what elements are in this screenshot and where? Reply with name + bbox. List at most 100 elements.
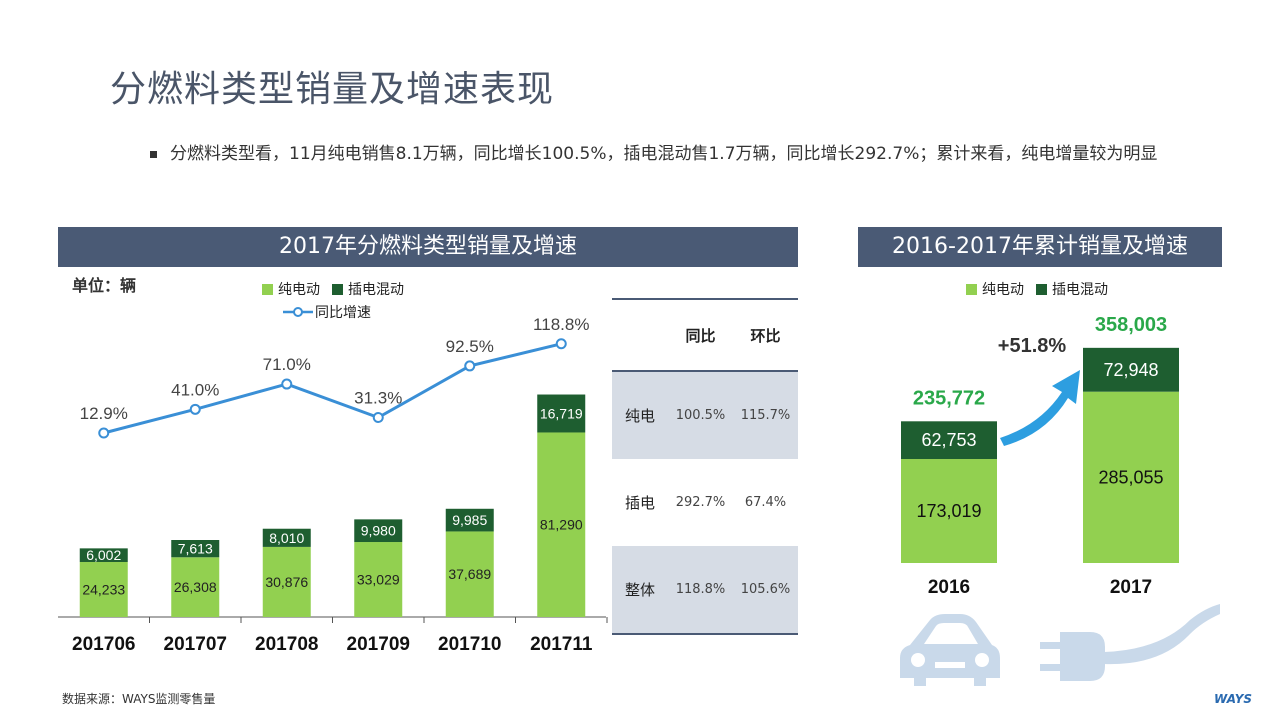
total-value-label: 235,772 (913, 387, 985, 409)
table-row: 整体 118.8% 105.6% (612, 546, 798, 635)
x-tick-label: 201710 (438, 634, 501, 655)
page-title: 分燃料类型销量及增速表现 (110, 69, 555, 110)
phev-value-label: 9,980 (361, 523, 396, 539)
bev-swatch-icon (966, 283, 977, 295)
right-panel-header: 2016-2017年累计销量及增速 (858, 227, 1222, 267)
left-panel-header: 2017年分燃料类型销量及增速 (58, 227, 798, 267)
phev-value-label: 6,002 (86, 547, 121, 563)
x-tick-label: 201711 (530, 634, 593, 655)
growth-rate-label: +51.8% (998, 335, 1067, 357)
yoy-value-label: 41.0% (171, 380, 219, 399)
phev-swatch-icon (332, 283, 343, 295)
growth-arrow-icon (1000, 370, 1080, 446)
phev-bar (262, 528, 311, 547)
x-tick-label: 2016 (928, 577, 970, 598)
bev-swatch-icon (262, 283, 273, 295)
bev-bar (901, 459, 997, 563)
x-tick-label: 201706 (72, 634, 135, 655)
row-yoy: 118.8% (675, 582, 726, 597)
legend-line-label: 同比增速 (315, 305, 371, 321)
phev-bar (901, 421, 997, 460)
bev-value-label: 81,290 (540, 517, 583, 533)
bev-bar (537, 432, 586, 617)
phev-bar (354, 519, 403, 543)
data-source-note: 数据来源：WAYS监测零售量 (62, 692, 216, 706)
ways-logo: WAYS (1214, 692, 1253, 706)
row-label: 整体 (624, 581, 655, 599)
bev-bar (262, 546, 311, 617)
x-tick-label: 201708 (255, 634, 318, 655)
yoy-point (372, 411, 384, 423)
yoy-value-label: 92.5% (446, 337, 494, 356)
legend-bev-label: 纯电动 (278, 282, 320, 298)
phev-value-label: 16,719 (540, 405, 583, 421)
total-value-label: 358,003 (1095, 314, 1167, 336)
phev-value-label: 9,985 (452, 512, 487, 528)
row-label: 插电 (624, 494, 655, 512)
yoy-point (281, 378, 293, 390)
x-tick-label: 201707 (164, 634, 227, 655)
legend-bev: 纯电动 (966, 279, 1024, 299)
phev-value-label: 72,948 (1103, 360, 1158, 380)
bev-value-label: 33,029 (357, 572, 400, 588)
phev-bar (1083, 347, 1179, 392)
phev-swatch-icon (1036, 283, 1047, 295)
row-yoy: 100.5% (675, 408, 726, 423)
table-header: 同比 环比 (612, 298, 798, 372)
yoy-point (555, 338, 567, 350)
unit-label: 单位：辆 (72, 276, 137, 295)
phev-bar (537, 394, 586, 433)
row-yoy: 292.7% (675, 495, 726, 510)
row-label: 纯电 (624, 407, 655, 425)
ev-decoration (900, 604, 1220, 686)
line-marker-icon (283, 307, 313, 317)
yoy-point (189, 403, 201, 415)
left-legend: 纯电动 插电混动 (262, 279, 416, 299)
legend-phev-label: 插电混动 (348, 282, 404, 298)
bev-value-label: 26,308 (174, 579, 217, 595)
bev-value-label: 30,876 (265, 574, 308, 590)
legend-phev-label: 插电混动 (1052, 282, 1108, 298)
line-legend: 同比增速 (283, 302, 371, 322)
table-header-mom: 环比 (750, 326, 781, 345)
bev-bar (354, 542, 403, 617)
phev-value-label: 7,613 (178, 541, 213, 557)
legend-bev-label: 纯电动 (982, 282, 1024, 298)
phev-bar (171, 539, 220, 558)
legend-phev: 插电混动 (1036, 279, 1108, 299)
row-mom: 105.6% (740, 582, 791, 597)
bev-value-label: 24,233 (82, 581, 125, 597)
table-header-yoy: 同比 (685, 326, 716, 345)
bev-bar (79, 561, 128, 617)
right-legend: 纯电动 插电混动 (966, 279, 1120, 299)
plug-icon (1040, 604, 1220, 681)
yoy-value-label: 31.3% (354, 388, 402, 407)
bev-bar (1083, 391, 1179, 563)
legend-bev: 纯电动 (262, 279, 320, 299)
bev-value-label: 285,055 (1098, 467, 1163, 487)
bullet-square-icon (150, 151, 157, 158)
table-row: 插电 292.7% 67.4% (612, 459, 798, 546)
yoy-growth-line (103, 342, 562, 435)
row-mom: 67.4% (744, 495, 787, 510)
phev-bar (79, 548, 128, 562)
x-tick-label: 2017 (1110, 577, 1152, 598)
yoy-value-label: 71.0% (263, 355, 311, 374)
phev-value-label: 62,753 (921, 430, 976, 450)
yoy-value-label: 118.8% (533, 315, 589, 334)
row-mom: 115.7% (740, 408, 791, 423)
x-tick-label: 201709 (347, 634, 410, 655)
monthly-sales-chart: 24,233 6,002 201706 26,308 7,613 201707 30,876… (58, 315, 608, 655)
car-icon (900, 614, 1000, 686)
bev-bar (445, 531, 494, 617)
bev-value-label: 173,019 (916, 501, 981, 521)
yoy-point (464, 360, 476, 372)
growth-table: 同比 环比 纯电 100.5% 115.7% 插电 292.7% 67.4% 整… (612, 298, 798, 635)
phev-bar (445, 508, 494, 532)
yoy-point (98, 427, 110, 439)
summary-text: 分燃料类型看，11月纯电销售8.1万辆，同比增长100.5%，插电混动售1.7万… (170, 144, 1158, 164)
summary-bullet: 分燃料类型看，11月纯电销售8.1万辆，同比增长100.5%，插电混动售1.7万… (150, 137, 1220, 171)
table-row: 纯电 100.5% 115.7% (612, 372, 798, 459)
phev-value-label: 8,010 (269, 530, 304, 546)
